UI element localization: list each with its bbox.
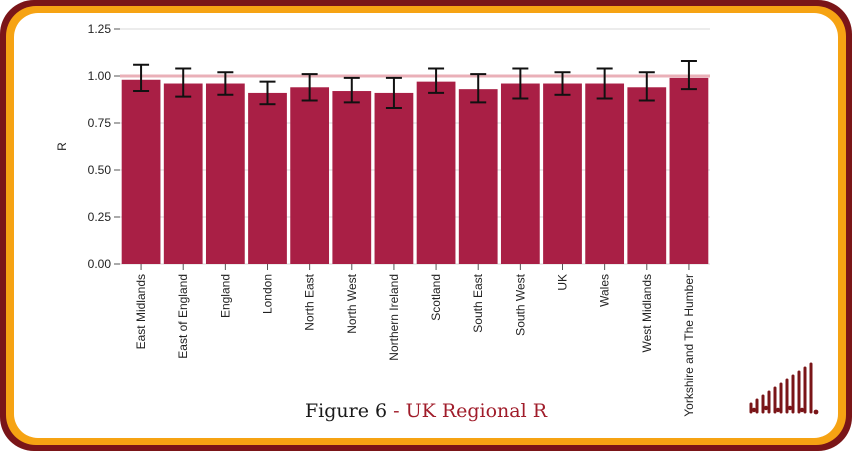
x-tick-label: Yorkshire and The Humber: [682, 274, 696, 417]
x-tick-label: North West: [345, 273, 359, 333]
x-tick-label: Wales: [598, 274, 612, 307]
x-tick-label: South West: [513, 273, 527, 335]
x-tick-label: Northern Ireland: [387, 274, 401, 361]
bar: [121, 79, 161, 264]
x-tick-label: East of England: [176, 274, 190, 359]
bar: [669, 77, 709, 264]
y-tick-label: 0.75: [88, 116, 112, 130]
bar: [332, 91, 372, 264]
x-tick-label: North East: [303, 273, 317, 330]
figure-caption: Figure 6 - UK Regional R: [0, 400, 852, 422]
bar: [458, 89, 498, 264]
bar: [374, 92, 414, 264]
caption-separator: -: [387, 400, 406, 422]
x-tick-label: East Midlands: [134, 274, 148, 349]
bar: [163, 83, 203, 265]
bar: [500, 83, 540, 265]
x-tick-label: South East: [471, 273, 485, 332]
y-tick-label: 0.25: [88, 210, 112, 224]
y-tick-label: 0.50: [88, 163, 112, 177]
y-tick-label: 1.00: [88, 69, 112, 83]
y-axis-label: R: [55, 142, 69, 151]
y-tick-label: 1.25: [88, 22, 112, 36]
bar: [627, 87, 667, 264]
bar: [543, 83, 582, 265]
x-tick-label: Scotland: [429, 274, 443, 321]
caption-figure: Figure 6: [304, 400, 388, 422]
x-tick-label: UK: [556, 274, 570, 291]
signal-bars-logo-icon: [749, 362, 819, 415]
bar: [416, 81, 456, 264]
x-tick-label: London: [261, 274, 275, 314]
bar: [205, 83, 245, 265]
caption-title: UK Regional R: [405, 400, 548, 422]
x-tick-label: England: [218, 274, 232, 318]
y-tick-label: 0.00: [88, 257, 112, 271]
bar: [290, 87, 330, 264]
bar: [585, 83, 625, 265]
x-tick-label: West Midlands: [640, 274, 654, 352]
bar: [248, 92, 287, 264]
